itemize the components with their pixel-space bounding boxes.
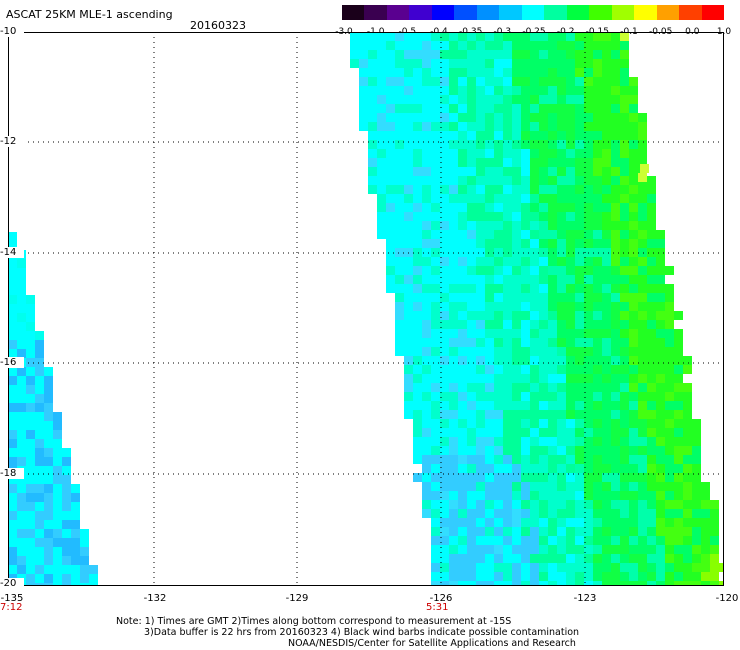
lat-label-18: -18 (0, 468, 24, 479)
legend-swatch (521, 5, 545, 20)
note-line-3: NOAA/NESDIS/Center for Satellite Applica… (288, 638, 576, 649)
legend-swatch (611, 5, 635, 20)
legend-swatch (364, 5, 387, 20)
lon-label-135: -135 (0, 593, 24, 604)
color-scale-legend (342, 5, 724, 20)
lat-label-16: -16 (0, 357, 24, 368)
footnotes: Note: 1) Times are GMT 2)Times along bot… (116, 616, 579, 649)
lat-label-12: -12 (0, 136, 24, 147)
legend-swatch (544, 5, 567, 20)
lat-label-14: -14 (0, 247, 24, 258)
legend-swatch (701, 5, 724, 20)
legend-swatch (476, 5, 500, 20)
swath-time-right: 5:31 (426, 602, 449, 613)
legend-swatch (634, 5, 657, 20)
map-plot-area (8, 32, 724, 586)
legend-swatch (566, 5, 590, 20)
legend-swatch (499, 5, 522, 20)
ascat-swath-data (8, 32, 724, 586)
lon-label-126: -126 (429, 593, 453, 604)
note-line-2: 3)Data buffer is 22 hrs from 20160323 4)… (144, 627, 580, 638)
plot-frame (8, 32, 724, 586)
lon-label-120: -120 (715, 593, 739, 604)
lat-label-20: -20 (0, 578, 24, 589)
product-date: 20160323 (190, 19, 246, 32)
legend-swatch (386, 5, 410, 20)
legend-swatch (679, 5, 702, 20)
legend-swatch (431, 5, 455, 20)
legend-swatch (656, 5, 680, 20)
lon-label-123: -123 (573, 593, 597, 604)
legend-swatch (454, 5, 477, 20)
lon-label-129: -129 (285, 593, 309, 604)
lat-label-10: -10 (0, 26, 24, 37)
swath-time-left: 7:12 (0, 602, 23, 613)
legend-swatch (342, 5, 365, 20)
lon-label-132: -132 (143, 593, 167, 604)
legend-swatch (409, 5, 432, 20)
legend-swatch (589, 5, 612, 20)
note-line-1: Note: 1) Times are GMT 2)Times along bot… (116, 616, 512, 627)
product-title: ASCAT 25KM MLE-1 ascending (6, 8, 173, 21)
legend-label: 1.0 (716, 27, 732, 37)
